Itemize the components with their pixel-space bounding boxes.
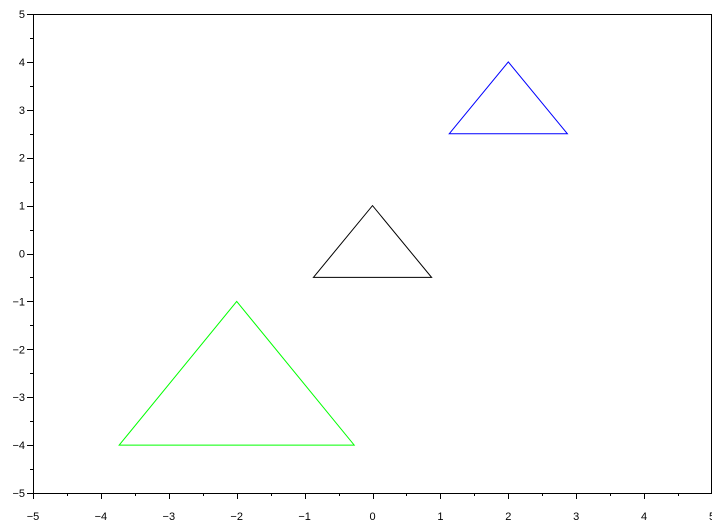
x-tick-label: 3	[573, 511, 579, 523]
y-tick-label: −4	[12, 440, 25, 452]
x-tick-label: 5	[709, 511, 712, 523]
y-tick-label: 5	[19, 9, 25, 21]
series-layer	[118, 61, 569, 446]
y-tick-label: 4	[19, 57, 25, 69]
y-tick-label: 3	[19, 105, 25, 117]
x-tick-label: 0	[369, 511, 375, 523]
y-tick-label: −5	[12, 488, 25, 500]
x-tick-label: 2	[505, 511, 511, 523]
x-tick-label: −2	[230, 511, 243, 523]
x-tick-label: −4	[95, 511, 108, 523]
series-1-line	[448, 61, 569, 135]
series-3-line	[118, 300, 356, 446]
y-tick-label: 0	[19, 249, 25, 261]
y-tick-label: −3	[12, 392, 25, 404]
x-tick-label: −5	[27, 511, 40, 523]
y-tick-label: −1	[12, 296, 25, 308]
axes: −5 −4 −3 −2 −1 0 1 2 3 4 5 −5 −4 −3 −2 −1 0 1 2 3 4 5	[12, 9, 712, 523]
x-tick-label: −1	[298, 511, 311, 523]
y-tick-label: 1	[19, 201, 25, 213]
y-tick-label: 2	[19, 153, 25, 165]
x-tick-label: 1	[437, 511, 443, 523]
y-tick-label: −2	[12, 344, 25, 356]
series-2-line	[312, 204, 433, 278]
x-tick-label: −3	[163, 511, 176, 523]
x-tick-label: 4	[641, 511, 647, 523]
